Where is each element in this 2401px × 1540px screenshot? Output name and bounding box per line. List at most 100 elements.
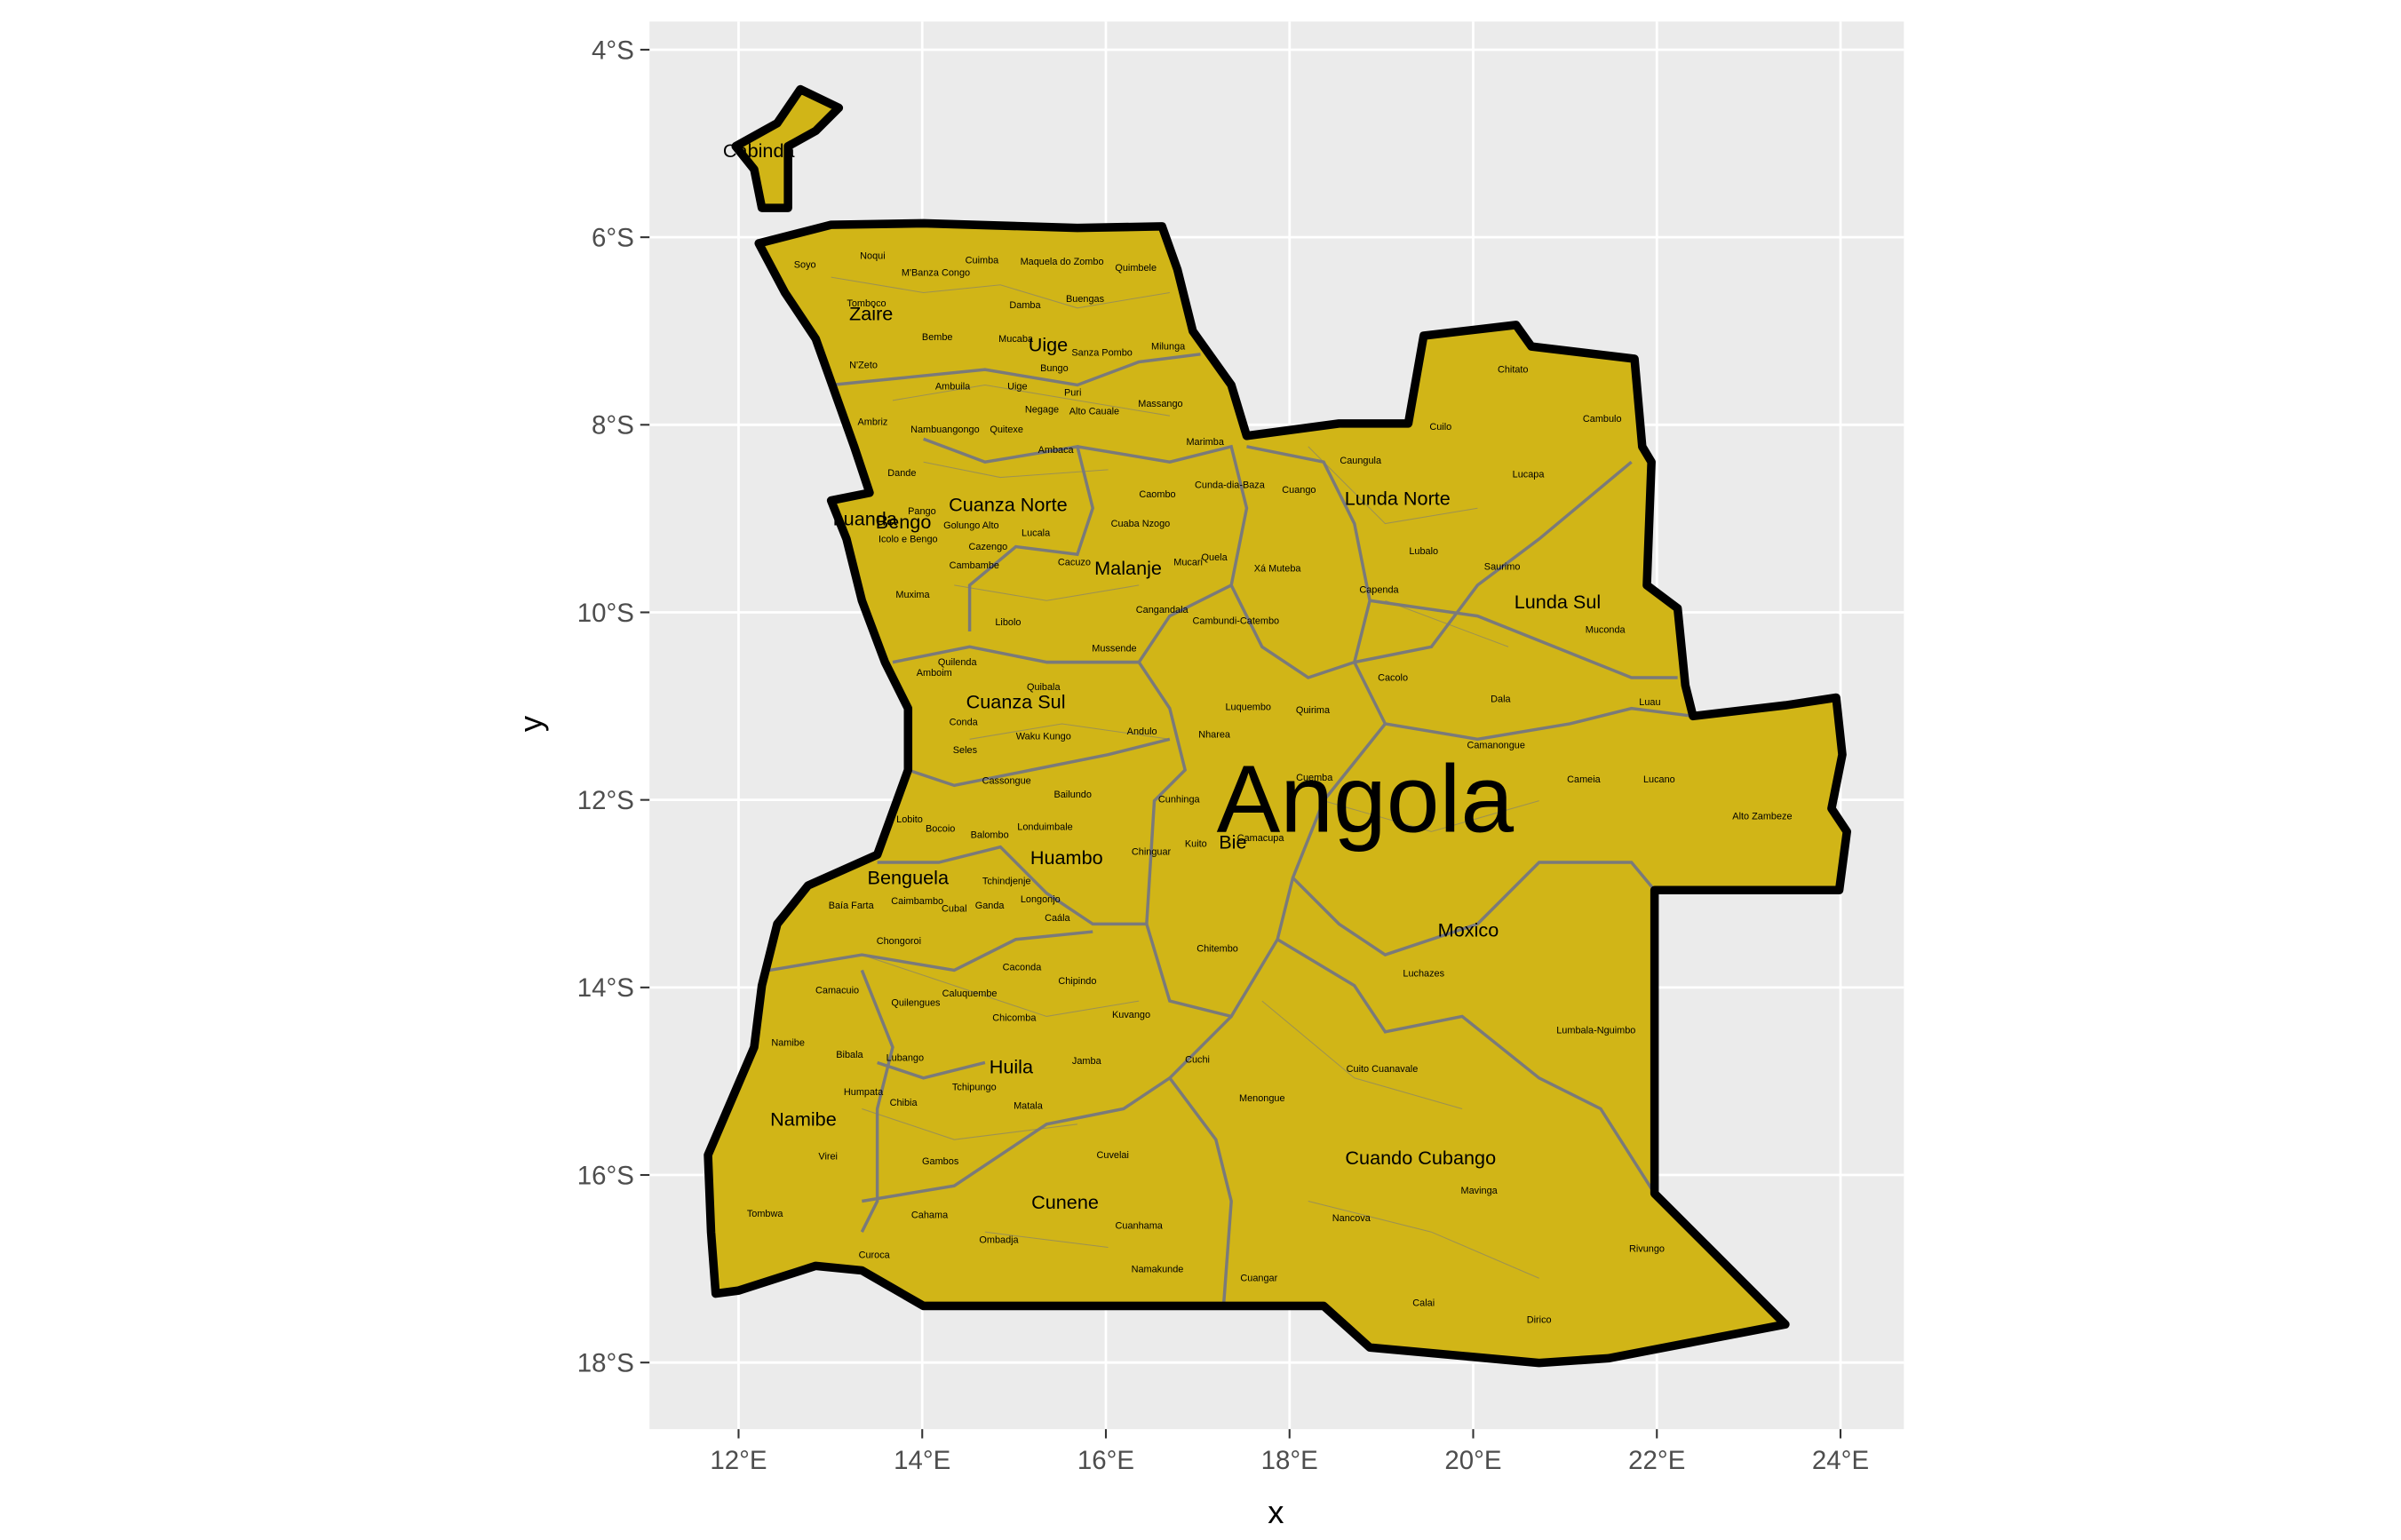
municipality-label: Cambulo: [1583, 414, 1622, 425]
municipality-label: Cuito Cuanavale: [1347, 1064, 1419, 1075]
y-tick-label: 4°S: [592, 36, 634, 65]
municipality-label: Ambaca: [1038, 445, 1075, 456]
municipality-label: Tombwa: [747, 1209, 784, 1219]
province-label: Luanda: [833, 507, 898, 529]
municipality-label: Uige: [1007, 382, 1027, 393]
municipality-label: Xá Muteba: [1254, 563, 1302, 574]
province-label: Bengo: [876, 511, 932, 533]
province-label: Zaire: [849, 303, 893, 325]
province-label: Cunene: [1031, 1191, 1099, 1213]
municipality-label: Tomboco: [847, 298, 886, 309]
municipality-label: Cuemba: [1296, 773, 1333, 783]
municipality-label: Buengas: [1066, 294, 1105, 305]
municipality-label: Cazengo: [969, 542, 1008, 552]
municipality-label: Milunga: [1151, 342, 1186, 353]
municipality-label: Andulo: [1127, 726, 1157, 737]
y-tick-label: 14°S: [577, 973, 634, 1003]
municipality-label: Cunda-dia-Baza: [1195, 480, 1266, 491]
municipality-label: Caombo: [1139, 489, 1175, 500]
y-tick-label: 18°S: [577, 1349, 634, 1378]
country-label: Angola: [1217, 745, 1515, 852]
municipality-label: Ganda: [975, 901, 1006, 911]
province-borders: [769, 353, 1694, 1306]
municipality-label: Marimba: [1186, 437, 1224, 448]
municipality-label: Tchindjenje: [982, 876, 1031, 886]
municipality-label: Cameia: [1567, 774, 1602, 785]
municipality-label: Seles: [953, 745, 978, 756]
municipality-label: Chitato: [1498, 365, 1529, 376]
x-tick-label: 22°E: [1628, 1446, 1685, 1475]
municipality-label: Cuilo: [1429, 422, 1451, 433]
municipality-label: Bungo: [1040, 363, 1069, 374]
municipality-label: Luau: [1639, 697, 1660, 708]
y-axis-title: y: [513, 715, 549, 732]
municipality-label: Maquela do Zombo: [1021, 257, 1104, 267]
municipality-label: Alto Cauale: [1069, 406, 1119, 417]
municipality-label: Caungula: [1340, 456, 1382, 466]
municipality-label: Lucapa: [1513, 470, 1546, 480]
municipality-label: Muxima: [895, 590, 930, 600]
municipality-label: Capenda: [1359, 585, 1399, 596]
y-tick-label: 16°S: [577, 1161, 634, 1190]
municipality-label: Massango: [1138, 399, 1182, 409]
municipality-label: Tchipungo: [952, 1083, 997, 1093]
municipality-label: Bocoio: [926, 823, 955, 834]
municipality-label: Cangandala: [1136, 605, 1189, 615]
municipality-label: Cacuzo: [1058, 557, 1091, 568]
municipality-label: Ambriz: [857, 417, 887, 428]
angola-mainland: [708, 223, 1848, 1363]
municipality-label: Cuangar: [1240, 1274, 1277, 1284]
municipality-label: Namakunde: [1132, 1264, 1184, 1274]
municipality-label: Ombadja: [979, 1234, 1019, 1245]
municipality-label: Luchazes: [1403, 968, 1444, 979]
municipality-label: Matala: [1014, 1100, 1044, 1111]
x-tick-label: 12°E: [710, 1446, 767, 1475]
municipality-label: Chibia: [890, 1098, 918, 1108]
municipality-label: M'Banza Congo: [902, 267, 970, 278]
municipality-label: Kuito: [1185, 839, 1207, 850]
x-tick-label: 20°E: [1444, 1446, 1501, 1475]
municipality-label: Cambambe: [950, 560, 999, 571]
municipality-label: Cahama: [911, 1211, 949, 1221]
angola-outline: [704, 84, 1851, 1368]
municipality-label: Calai: [1412, 1298, 1435, 1308]
municipality-label: Damba: [1009, 300, 1041, 311]
municipality-label: Bembe: [922, 332, 953, 343]
municipality-label: Camacupa: [1237, 833, 1285, 844]
municipality-label: Quitexe: [990, 425, 1023, 435]
municipality-label: Lumbala-Nguimbo: [1556, 1026, 1635, 1036]
municipality-label: Nambuangongo: [910, 425, 980, 435]
x-tick-label: 24°E: [1812, 1446, 1869, 1475]
municipality-label: Mucari: [1173, 557, 1203, 568]
municipality-label: Cuaba Nzogo: [1111, 519, 1171, 529]
municipality-label: Longonjo: [1021, 894, 1061, 905]
municipality-label: Caluquembe: [942, 988, 998, 999]
municipality-label: Dande: [887, 468, 916, 479]
municipality-label: Chipindo: [1058, 976, 1096, 987]
municipality-label: Mavinga: [1461, 1186, 1499, 1196]
municipality-label: Bibala: [836, 1050, 863, 1060]
municipality-label: Chongoroi: [877, 936, 921, 947]
province-label: Namibe: [770, 1108, 837, 1131]
municipality-label: Amboim: [917, 668, 952, 679]
municipality-label: Namibe: [771, 1037, 805, 1048]
province-label: Lunda Norte: [1345, 488, 1451, 510]
municipality-label: Chinguar: [1132, 846, 1172, 857]
municipality-label: Quibala: [1027, 682, 1061, 693]
municipality-label: Cubal: [942, 904, 966, 915]
municipality-label: Cuimba: [966, 256, 1000, 266]
municipality-label: Saurimo: [1484, 562, 1521, 573]
province-label: Cuanza Norte: [949, 494, 1068, 516]
municipality-label: Golungo Alto: [943, 520, 998, 531]
municipality-label: Chicomba: [992, 1013, 1037, 1024]
y-tick-label: 8°S: [592, 411, 634, 441]
municipality-label: Quela: [1202, 552, 1228, 563]
municipality-label: Jamba: [1072, 1056, 1102, 1067]
y-tick-label: 10°S: [577, 599, 634, 628]
municipality-label: Kuvango: [1112, 1010, 1150, 1020]
municipality-borders: [831, 276, 1539, 1279]
province-label: Cabinda: [723, 139, 796, 162]
municipality-label: Balombo: [971, 830, 1009, 840]
municipality-label: Bailundo: [1053, 790, 1091, 800]
